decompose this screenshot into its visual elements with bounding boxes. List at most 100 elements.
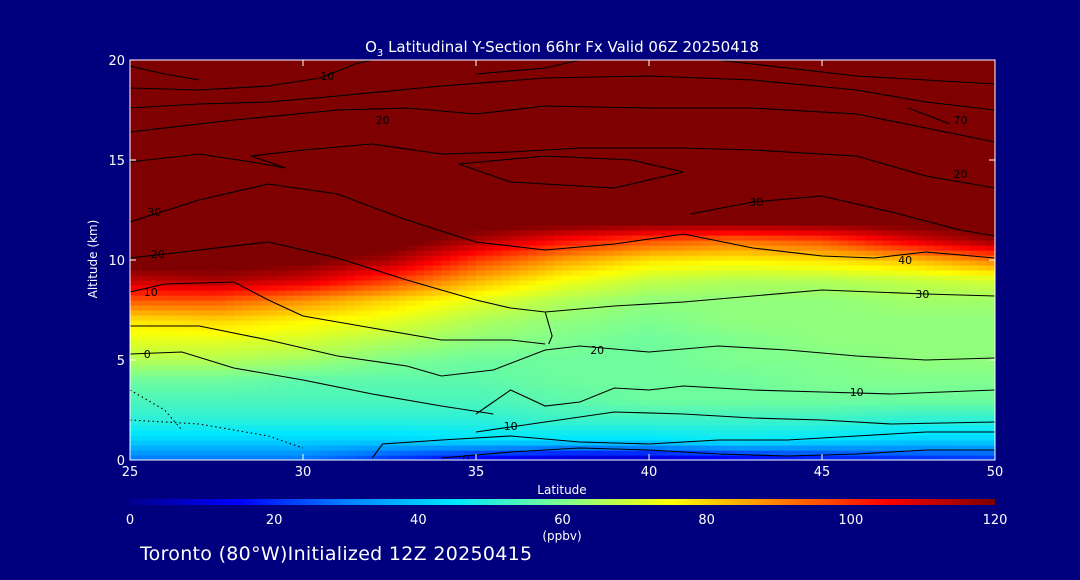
- field-cell: [735, 240, 745, 246]
- field-cell: [320, 425, 330, 431]
- field-cell: [450, 455, 460, 460]
- field-cell: [735, 310, 745, 316]
- field-cell: [657, 345, 667, 351]
- field-cell: [856, 415, 866, 421]
- field-cell: [476, 250, 486, 256]
- field-cell: [354, 260, 365, 266]
- field-cell: [856, 435, 866, 441]
- field-cell: [579, 290, 590, 296]
- field-cell: [623, 255, 633, 261]
- field-cell: [847, 410, 858, 416]
- field-cell: [328, 430, 339, 436]
- field-cell: [631, 230, 641, 236]
- field-cell: [943, 360, 953, 366]
- field-cell: [406, 240, 417, 246]
- field-cell: [510, 280, 520, 286]
- field-cell: [536, 350, 546, 356]
- field-cell: [674, 230, 685, 236]
- field-cell: [579, 390, 590, 396]
- field-cell: [674, 315, 685, 321]
- field-cell: [164, 330, 174, 336]
- field-cell: [484, 385, 494, 391]
- field-cell: [770, 330, 780, 336]
- field-cell: [623, 245, 633, 251]
- field-cell: [337, 220, 347, 226]
- field-cell: [640, 340, 650, 346]
- field-cell: [813, 260, 823, 266]
- field-cell: [259, 305, 269, 311]
- field-cell: [536, 365, 546, 371]
- field-cell: [225, 235, 235, 241]
- field-cell: [207, 210, 218, 216]
- field-cell: [501, 330, 512, 336]
- field-cell: [225, 455, 235, 460]
- field-cell: [242, 395, 252, 401]
- field-cell: [778, 220, 788, 226]
- field-cell: [268, 300, 278, 306]
- field-cell: [519, 390, 529, 396]
- field-cell: [164, 335, 174, 341]
- field-cell: [839, 295, 849, 301]
- field-cell: [571, 320, 581, 326]
- field-cell: [545, 220, 555, 226]
- field-cell: [372, 415, 382, 421]
- field-cell: [484, 440, 494, 446]
- field-cell: [787, 270, 797, 276]
- field-cell: [692, 280, 702, 286]
- field-cell: [519, 315, 529, 321]
- field-cell: [692, 390, 702, 396]
- field-cell: [398, 410, 408, 416]
- field-cell: [614, 370, 624, 376]
- field-cell: [484, 280, 494, 286]
- field-cell: [363, 250, 373, 256]
- field-cell: [138, 310, 148, 316]
- field-cell: [553, 235, 564, 241]
- field-cell: [216, 415, 226, 421]
- field-cell: [977, 215, 987, 221]
- field-cell: [804, 245, 814, 251]
- field-cell: [692, 290, 702, 296]
- field-cell: [657, 270, 667, 276]
- field-cell: [830, 350, 840, 356]
- field-cell: [536, 360, 546, 366]
- field-cell: [562, 420, 572, 426]
- field-cell: [398, 255, 408, 261]
- field-cell: [501, 240, 512, 246]
- field-cell: [545, 335, 555, 341]
- field-cell: [640, 270, 650, 276]
- field-cell: [813, 405, 823, 411]
- field-cell: [450, 325, 460, 331]
- field-cell: [640, 440, 650, 446]
- field-cell: [311, 280, 321, 286]
- field-cell: [873, 365, 884, 371]
- field-cell: [674, 355, 685, 361]
- field-cell: [363, 285, 373, 291]
- field-cell: [415, 430, 425, 436]
- field-cell: [562, 270, 572, 276]
- field-cell: [328, 280, 339, 286]
- field-cell: [813, 235, 823, 241]
- field-cell: [822, 380, 832, 386]
- field-cell: [700, 335, 711, 341]
- field-cell: [605, 245, 615, 251]
- field-cell: [666, 320, 676, 326]
- field-cell: [891, 395, 901, 401]
- field-cell: [700, 435, 711, 441]
- field-cell: [545, 210, 555, 216]
- field-cell: [700, 355, 711, 361]
- field-cell: [164, 235, 174, 241]
- field-cell: [294, 285, 304, 291]
- field-cell: [190, 215, 200, 221]
- field-cell: [553, 300, 564, 306]
- field-cell: [294, 400, 304, 406]
- field-cell: [424, 445, 434, 451]
- field-cell: [977, 325, 987, 331]
- field-cell: [320, 310, 330, 316]
- field-cell: [311, 330, 321, 336]
- field-cell: [225, 285, 235, 291]
- field-cell: [752, 300, 763, 306]
- field-cell: [813, 325, 823, 331]
- field-cell: [830, 385, 840, 391]
- field-cell: [285, 390, 295, 396]
- field-cell: [259, 300, 269, 306]
